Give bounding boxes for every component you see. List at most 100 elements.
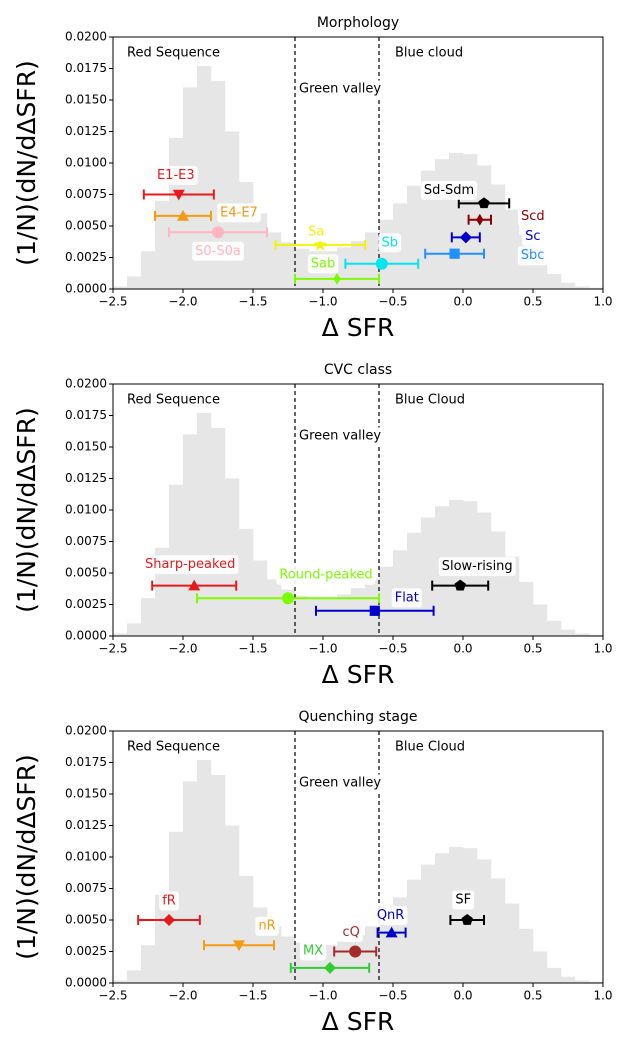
point-label: Sb (382, 235, 399, 250)
histogram-bar (323, 598, 338, 636)
y-tick-label: 0.0100 (65, 850, 107, 864)
y-tick-label: 0.0150 (65, 440, 107, 454)
histogram-bar (183, 781, 198, 983)
region-label: Red Sequence (127, 393, 220, 408)
x-tick-label: −2.0 (168, 642, 197, 656)
histogram-bar (127, 970, 142, 983)
histogram-bar (491, 184, 506, 289)
y-tick-label: 0.0200 (65, 377, 107, 391)
label-box (192, 241, 244, 261)
y-tick-label: 0.0050 (65, 566, 107, 580)
histogram-bar (239, 528, 254, 636)
histogram-bar (127, 276, 142, 289)
histogram-bar (435, 159, 450, 289)
point-marker (461, 914, 473, 925)
histogram-bar (253, 213, 268, 289)
histogram-bar (421, 517, 436, 636)
label-box (307, 254, 339, 274)
histogram-bar (337, 941, 352, 983)
label-box (452, 890, 475, 910)
y-tick-label: 0.0025 (65, 944, 107, 958)
histogram-bar (197, 759, 212, 983)
region-label: Green valley (299, 429, 381, 444)
point-marker (459, 231, 472, 244)
x-tick-label: −0.5 (378, 642, 407, 656)
histogram-bar (351, 241, 366, 289)
point-marker (172, 189, 185, 201)
histogram-bar (533, 604, 548, 636)
histogram-bar (407, 185, 422, 289)
y-tick-label: 0.0150 (65, 787, 107, 801)
x-tick-label: 0.5 (523, 642, 542, 656)
point-label: Sab (311, 256, 335, 271)
y-tick-label: 0.0100 (65, 156, 107, 170)
histogram-bar (519, 928, 534, 983)
chart-title: Quenching stage (299, 709, 418, 725)
histogram-bar (267, 926, 282, 983)
histogram-bar (547, 967, 562, 983)
point-label: MX (303, 943, 323, 958)
histogram-bar (561, 629, 576, 636)
histogram-bar (575, 980, 590, 983)
x-tick-label: 1.0 (593, 642, 612, 656)
point-marker (478, 197, 490, 209)
region-label: Green valley (299, 776, 381, 791)
label-box (297, 774, 384, 792)
y-tick-label: 0.0050 (65, 219, 107, 233)
x-tick-label: −1.0 (308, 989, 337, 1003)
label-box (517, 207, 548, 227)
histogram-bar (589, 981, 604, 983)
x-tick-label: −2.5 (98, 642, 127, 656)
histogram-bar (267, 579, 282, 636)
histogram-bar (547, 273, 562, 289)
x-axis-label: Δ SFR (322, 1007, 395, 1036)
region-label: Blue Cloud (395, 393, 465, 408)
x-tick-label: −2.5 (98, 989, 127, 1003)
y-tick-label: 0.0175 (65, 61, 107, 75)
histogram-bar (141, 598, 156, 636)
label-box (438, 557, 516, 577)
label-box (153, 166, 198, 185)
label-box (391, 588, 422, 608)
y-tick-label: 0.0200 (65, 30, 107, 44)
histogram-bar (281, 936, 296, 983)
y-axis-label: (1/N)(dN/dΔSFR) (12, 60, 41, 266)
label-box (255, 916, 279, 936)
point-label: E1-E3 (157, 168, 195, 183)
histogram-bar (197, 412, 212, 636)
panel: Red Sequence Green valley Blue cloud −2.5 −2… (12, 15, 613, 342)
chart-title: CVC class (324, 362, 392, 378)
histogram-bar (295, 595, 310, 636)
label-box (339, 923, 363, 942)
point-label: Sc (525, 229, 540, 244)
x-tick-label: −1.5 (238, 642, 267, 656)
point-marker (454, 579, 466, 591)
histogram-bar (379, 566, 394, 636)
point-marker (385, 926, 398, 938)
histogram-bar (463, 848, 478, 983)
y-tick-label: 0.0000 (65, 976, 107, 990)
y-tick-label: 0.0025 (65, 250, 107, 264)
histogram-bar (155, 200, 170, 289)
histogram-bar (267, 232, 282, 289)
region-label: Red Sequence (127, 46, 220, 61)
point-marker (163, 914, 175, 926)
histogram-bar (533, 951, 548, 983)
histogram-bar (589, 634, 604, 636)
point-marker (324, 961, 336, 974)
label-box (276, 565, 376, 585)
histogram-bar (225, 825, 240, 983)
histogram-bar (407, 532, 422, 636)
point-marker (449, 248, 460, 259)
x-tick-label: 1.0 (593, 989, 612, 1003)
label-box (517, 246, 548, 266)
point-marker (476, 213, 484, 226)
label-box (373, 906, 408, 926)
point-label: Sd-Sdm (424, 183, 474, 198)
histogram-bar (351, 588, 366, 636)
point-label: Round-peaked (279, 568, 372, 583)
histogram-bar (491, 878, 506, 983)
histogram-bar (351, 935, 366, 983)
histogram-bar (155, 894, 170, 983)
label-box (378, 233, 402, 253)
